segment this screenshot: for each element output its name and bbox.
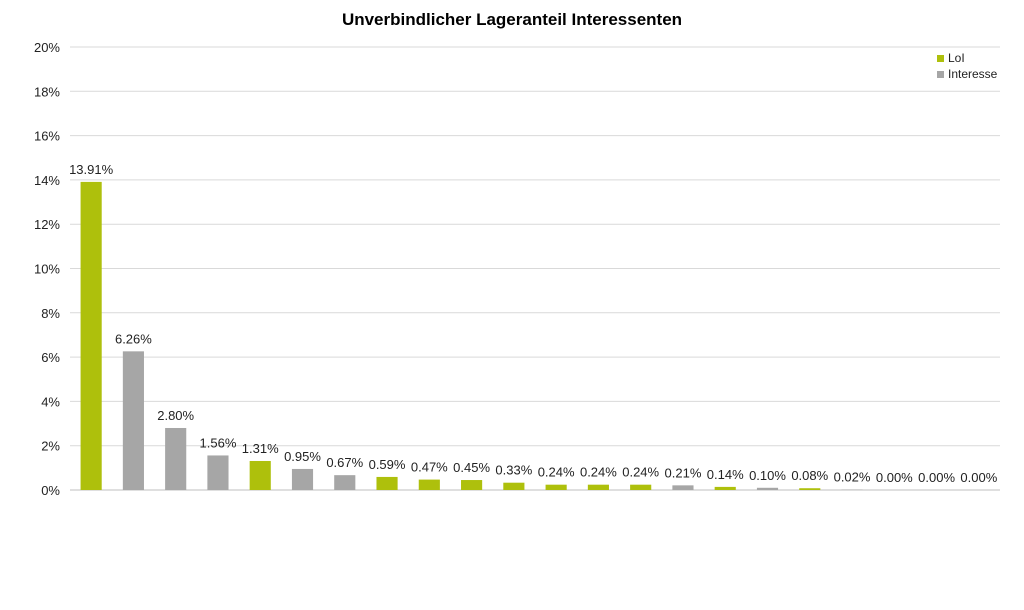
y-tick-label: 0% — [41, 483, 60, 498]
data-labels: 13.91% 6.26% 2.80% 1.56% 1.31% 0.95% 0.67% 0.59… — [69, 162, 998, 485]
bar — [799, 488, 821, 490]
grid-layer — [70, 46, 1000, 491]
y-tick-label: 20% — [34, 40, 60, 55]
legend-swatch-interesse — [937, 70, 944, 78]
bar — [418, 479, 440, 490]
y-tick-label: 18% — [34, 84, 60, 99]
data-label: 0.45% — [453, 460, 490, 475]
y-tick-labels: 0% 2% 4% 6% 8% 10% 12% 14% 16% 18% 20% — [34, 40, 60, 498]
data-label: 0.67% — [326, 455, 363, 470]
legend-swatch-lol — [937, 54, 944, 62]
bar — [80, 181, 102, 490]
data-label: 0.59% — [369, 457, 406, 472]
y-tick-label: 14% — [34, 173, 60, 188]
data-label: 0.47% — [411, 460, 448, 475]
bar — [207, 455, 229, 490]
y-tick-label: 12% — [34, 217, 60, 232]
legend: LoI Interesse — [937, 50, 997, 82]
legend-item-lol: LoI — [937, 50, 997, 66]
bar — [672, 485, 694, 490]
bars — [80, 181, 863, 490]
data-label: 6.26% — [115, 331, 152, 346]
data-label: 0.21% — [665, 465, 702, 480]
data-label: 0.95% — [284, 449, 321, 464]
data-label: 0.00% — [960, 470, 997, 485]
bar — [630, 484, 652, 490]
data-label: 0.24% — [538, 465, 575, 480]
legend-label-interesse: Interesse — [948, 67, 998, 81]
legend-item-interesse: Interesse — [937, 66, 997, 82]
bar — [122, 351, 144, 490]
y-tick-label: 8% — [41, 306, 60, 321]
data-label: 13.91% — [69, 162, 114, 177]
data-label: 2.80% — [157, 408, 194, 423]
bar — [165, 427, 187, 490]
bar — [376, 476, 398, 490]
bar — [756, 487, 779, 490]
bar — [587, 484, 609, 490]
data-label: 0.24% — [622, 465, 659, 480]
data-label: 0.14% — [707, 467, 744, 482]
y-tick-label: 4% — [41, 394, 60, 409]
bar — [545, 484, 567, 490]
y-tick-label: 2% — [41, 439, 60, 454]
bar — [249, 460, 271, 490]
bar — [461, 480, 483, 490]
data-label: 0.00% — [918, 470, 955, 485]
data-label: 0.33% — [495, 463, 532, 478]
bar — [334, 475, 356, 490]
bar — [291, 468, 314, 490]
data-label: 0.08% — [791, 468, 828, 483]
y-tick-label: 10% — [34, 262, 60, 277]
y-tick-label: 16% — [34, 129, 60, 144]
data-label: 1.56% — [200, 435, 237, 450]
y-tick-label: 6% — [41, 350, 60, 365]
legend-label-lol: LoI — [948, 51, 965, 65]
chart-title: Unverbindlicher Lageranteil Interessente… — [341, 10, 683, 29]
bar — [503, 482, 525, 490]
data-label: 0.24% — [580, 465, 617, 480]
data-label: 0.02% — [834, 470, 871, 485]
data-label: 0.00% — [876, 470, 913, 485]
data-label: 1.31% — [242, 441, 279, 456]
data-label: 0.10% — [749, 468, 786, 483]
bar — [714, 486, 736, 490]
